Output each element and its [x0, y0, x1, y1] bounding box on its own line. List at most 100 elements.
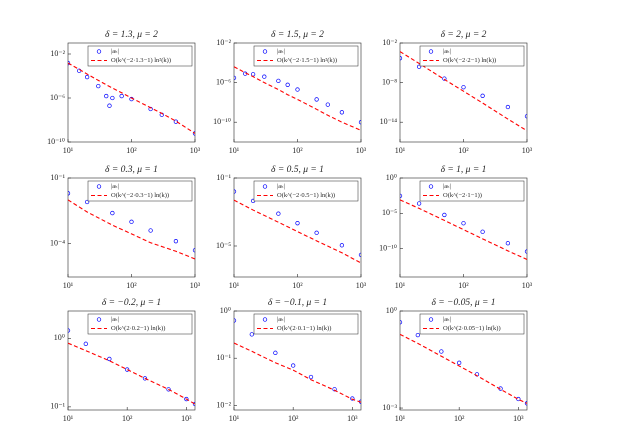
y-tick-label: 10⁰ [220, 306, 231, 315]
data-point [192, 248, 195, 253]
data-line [68, 62, 195, 134]
legend-box [253, 313, 359, 335]
legend-marker [96, 317, 102, 322]
data-point [234, 318, 237, 323]
plot-area [68, 328, 195, 407]
data-point [524, 401, 527, 406]
plot-area [68, 60, 195, 136]
legend-box [419, 313, 525, 335]
y-tick-label: 10⁰ [386, 173, 397, 182]
chart-title: δ = −0.2, μ = 1 [102, 298, 161, 308]
x-tick-label: 10³ [190, 281, 201, 290]
data-point [173, 239, 179, 244]
x-tick-label: 10¹ [395, 146, 406, 155]
plot-area [400, 193, 527, 260]
legend-box [419, 45, 525, 67]
data-point [276, 211, 281, 216]
legend-box [253, 180, 359, 202]
y-tick-label: 10⁻⁶ [216, 77, 231, 86]
data-point [400, 320, 403, 325]
legend-box [87, 180, 193, 202]
legend-label: |aₖ| [443, 316, 451, 323]
legend-label: O(k^(−2·0.3−1) ln(k)) [111, 192, 169, 199]
x-tick-label: 10³ [190, 146, 201, 155]
legend-label: |aₖ| [277, 183, 285, 190]
y-tick-label: 10⁻⁵ [216, 241, 231, 250]
data-line [68, 342, 195, 405]
data-point [234, 189, 237, 194]
data-point [192, 401, 195, 407]
x-tick-label: 10³ [356, 146, 367, 155]
x-tick-label: 10³ [513, 414, 524, 423]
y-tick-label: 10⁰ [386, 306, 397, 315]
legend-marker [428, 184, 434, 189]
chart-title: δ = −0.1, μ = 1 [268, 298, 327, 308]
data-point [461, 85, 466, 90]
chart-title: δ = 1, μ = 1 [441, 165, 487, 175]
legend-label: |aₖ| [443, 48, 451, 55]
x-tick-label: 10² [292, 281, 303, 290]
data-point [184, 396, 189, 402]
y-tick-label: 10⁻⁴ [50, 238, 65, 247]
y-tick-label: 10⁻¹ [50, 402, 65, 411]
data-point [524, 114, 527, 119]
legend-label: O(k^(−2·0.5−1) ln(k)) [277, 192, 335, 199]
data-point [68, 328, 71, 333]
data-point [415, 332, 420, 338]
legend-label: |aₖ| [111, 316, 119, 323]
data-point [291, 363, 296, 368]
x-tick-label: 10³ [522, 281, 533, 290]
data-point [480, 229, 485, 234]
data-point [457, 360, 462, 365]
legend-box [87, 313, 193, 335]
data-point [107, 356, 112, 362]
x-tick-label: 10¹ [63, 281, 74, 290]
data-point [285, 82, 290, 87]
plot-area [68, 191, 195, 260]
data-point [339, 110, 345, 115]
legend-marker [96, 184, 102, 189]
y-tick-label: 10⁻³ [382, 403, 397, 412]
legend-marker [262, 184, 268, 189]
data-point [125, 367, 130, 372]
data-point [166, 387, 171, 392]
y-tick-label: 10⁻¹⁴ [380, 117, 398, 126]
legend-marker [262, 49, 268, 54]
data-point [192, 131, 195, 136]
plot-area [234, 189, 361, 264]
data-point [314, 97, 319, 102]
chart-title: δ = 1.3, μ = 2 [105, 30, 158, 40]
x-tick-label: 10³ [181, 414, 192, 423]
data-point [295, 87, 300, 92]
legend-label: O(k^(−2·1.3−1) ln²(k)) [111, 57, 171, 64]
data-point [83, 341, 88, 346]
data-point [110, 210, 115, 216]
legend-label: O(k^(2·0.1−1) ln(k)) [277, 325, 331, 332]
plot-area [234, 318, 361, 404]
data-point [96, 83, 101, 89]
data-point [314, 230, 319, 235]
legend-label: |aₖ| [277, 48, 285, 55]
x-tick-label: 10¹ [229, 414, 240, 423]
x-tick-label: 10² [126, 146, 137, 155]
data-line [234, 342, 361, 403]
data-line [400, 199, 527, 260]
legend-marker [96, 49, 102, 54]
x-tick-label: 10² [126, 281, 137, 290]
data-point [524, 249, 527, 254]
x-tick-label: 10² [454, 414, 465, 423]
data-point [505, 241, 511, 246]
data-point [442, 212, 447, 218]
plot-area [400, 320, 527, 406]
y-tick-label: 10⁻² [50, 49, 65, 58]
data-point [350, 396, 355, 401]
data-point [249, 332, 254, 337]
legend-label: O(k^(−2·1.5−1) ln²(k)) [277, 57, 337, 64]
y-tick-label: 10⁰ [54, 333, 65, 342]
chart-title: δ = 0.5, μ = 1 [271, 165, 324, 175]
data-point [400, 56, 403, 61]
data-point [142, 376, 148, 381]
y-tick-label: 10⁻¹ [216, 173, 231, 182]
x-tick-label: 10² [122, 414, 133, 423]
data-point [416, 201, 422, 206]
